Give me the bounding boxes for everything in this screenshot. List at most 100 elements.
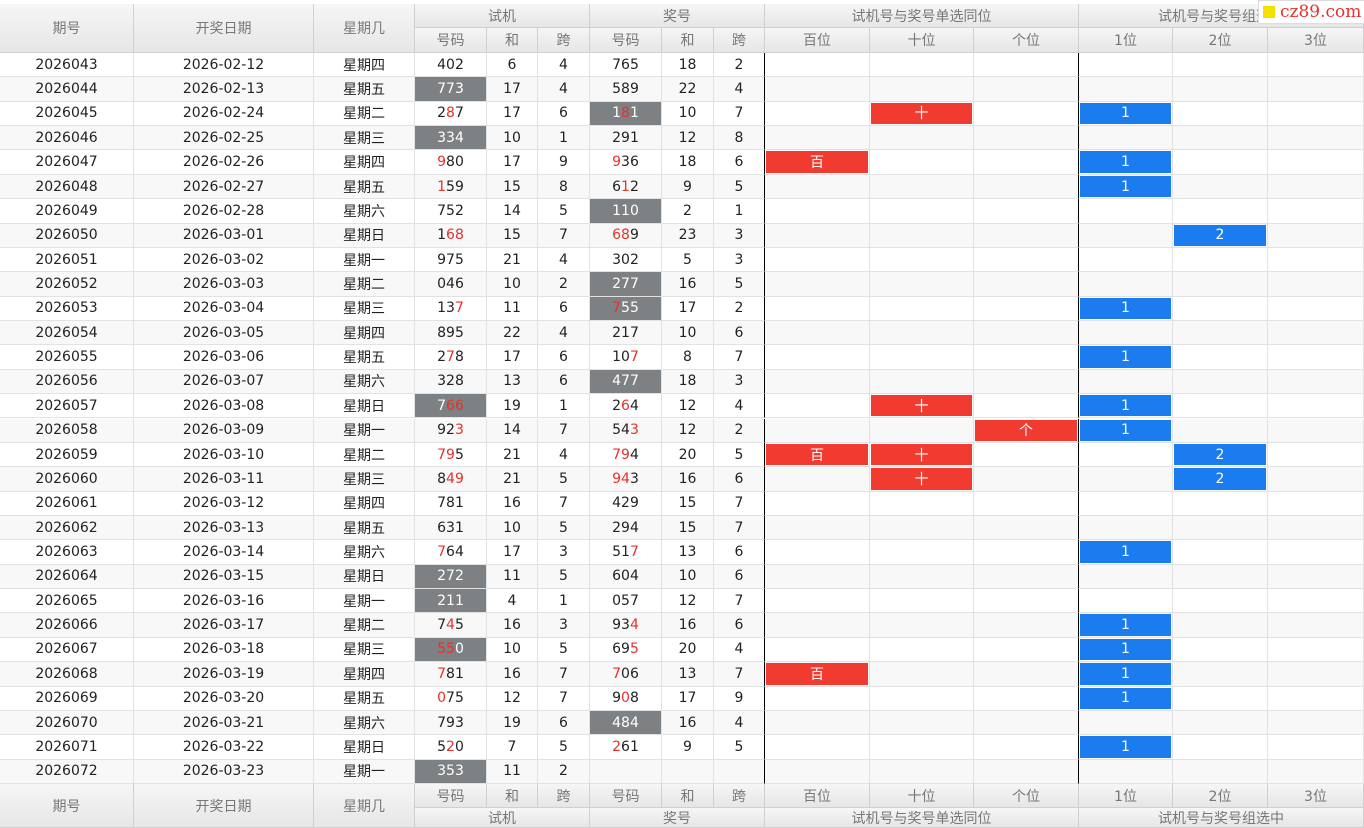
- table-cell: [974, 345, 1079, 370]
- group-badge: 2: [1174, 224, 1266, 246]
- table-cell: [714, 759, 765, 784]
- table-cell: [1079, 759, 1173, 784]
- table-cell: 2026045: [0, 101, 134, 127]
- table-cell: [870, 174, 974, 200]
- table-cell: [974, 540, 1079, 565]
- table-cell: 2026044: [0, 77, 134, 102]
- table-cell: 5: [662, 247, 714, 273]
- table-cell: 18: [662, 369, 714, 395]
- header-cell: 开奖日期: [134, 4, 314, 53]
- table-cell: [870, 686, 974, 711]
- table-cell: 11: [487, 564, 538, 590]
- table-cell: [1079, 491, 1173, 516]
- table-cell: 星期日: [314, 564, 415, 590]
- table-cell: [974, 199, 1079, 224]
- table-cell: 4: [538, 247, 590, 273]
- table-cell: [974, 637, 1079, 663]
- table-cell: [1268, 735, 1364, 760]
- table-cell: 2: [1173, 223, 1268, 248]
- table-cell: [1268, 321, 1364, 346]
- table-cell: 星期二: [314, 442, 415, 468]
- table-cell: 2026-03-09: [134, 418, 314, 443]
- sub-header: 3位: [1268, 28, 1364, 53]
- table-cell: [765, 613, 870, 638]
- table-cell: 2026046: [0, 126, 134, 151]
- table-cell: 15: [487, 174, 538, 200]
- table-cell: 13: [662, 662, 714, 687]
- table-cell: [765, 589, 870, 614]
- table-cell: [1173, 418, 1268, 443]
- table-cell: [1268, 686, 1364, 711]
- table-cell: 2026-02-26: [134, 150, 314, 175]
- watermark-text: cz89.com: [1280, 2, 1362, 22]
- header-cell: 开奖日期: [134, 784, 314, 828]
- table-cell: 1: [538, 589, 590, 614]
- table-cell: [1268, 101, 1364, 127]
- table-cell: 星期三: [314, 296, 415, 322]
- table-cell: 2026056: [0, 369, 134, 395]
- table-cell: 16: [662, 613, 714, 638]
- table-cell: [765, 174, 870, 200]
- table-cell: [974, 321, 1079, 346]
- table-cell: [1079, 467, 1173, 492]
- table-cell: 星期六: [314, 540, 415, 565]
- table-cell: [870, 637, 974, 663]
- table-cell: [1173, 247, 1268, 273]
- table-cell: 1: [1079, 540, 1173, 565]
- table-cell: 星期日: [314, 735, 415, 760]
- table-cell: 10: [662, 321, 714, 346]
- table-cell: 星期五: [314, 77, 415, 102]
- table-cell: [765, 272, 870, 297]
- table-cell: 2026052: [0, 272, 134, 297]
- table-cell: 4: [714, 710, 765, 736]
- table-cell: 9: [714, 686, 765, 711]
- table-cell: [1173, 637, 1268, 663]
- header-cell: 星期几: [314, 784, 415, 828]
- group-badge: 2: [1174, 443, 1266, 466]
- sub-header: 百位: [765, 28, 870, 53]
- sub-header: 1位: [1079, 28, 1173, 53]
- table-cell: [870, 199, 974, 224]
- group-header: 奖号: [590, 4, 765, 28]
- table-cell: 星期一: [314, 759, 415, 784]
- table-cell: 2026-02-27: [134, 174, 314, 200]
- table-cell: 7: [714, 515, 765, 541]
- sub-header: 1位: [1079, 784, 1173, 808]
- table-cell: [1079, 515, 1173, 541]
- header-cell: 星期几: [314, 4, 415, 53]
- group-badge: 1: [1080, 395, 1171, 417]
- table-cell: [765, 394, 870, 419]
- table-cell: [1079, 710, 1173, 736]
- table-cell: 4: [714, 77, 765, 102]
- group-badge: 1: [1080, 419, 1171, 441]
- table-cell: 2: [714, 53, 765, 78]
- group-badge: 1: [1080, 687, 1171, 709]
- table-cell: 2026-03-17: [134, 613, 314, 638]
- table-cell: 10: [662, 564, 714, 590]
- group-badge: 1: [1080, 541, 1171, 563]
- table-cell: 2: [1173, 442, 1268, 468]
- table-cell: [974, 223, 1079, 248]
- table-cell: [1173, 272, 1268, 297]
- sub-header: 3位: [1268, 784, 1364, 808]
- table-cell: 19: [487, 710, 538, 736]
- table-cell: [1268, 759, 1364, 784]
- table-cell: [974, 77, 1079, 102]
- group-header: 试机: [415, 808, 590, 828]
- table-cell: 16: [662, 272, 714, 297]
- table-cell: 2026-03-10: [134, 442, 314, 468]
- table-cell: 星期六: [314, 710, 415, 736]
- table-cell: 11: [487, 759, 538, 784]
- table-cell: 2026048: [0, 174, 134, 200]
- table-cell: 9: [538, 150, 590, 175]
- match-badge: 百: [766, 443, 868, 466]
- match-badge: 十: [871, 102, 972, 125]
- table-cell: 16: [662, 467, 714, 492]
- header-cell: 期号: [0, 4, 134, 53]
